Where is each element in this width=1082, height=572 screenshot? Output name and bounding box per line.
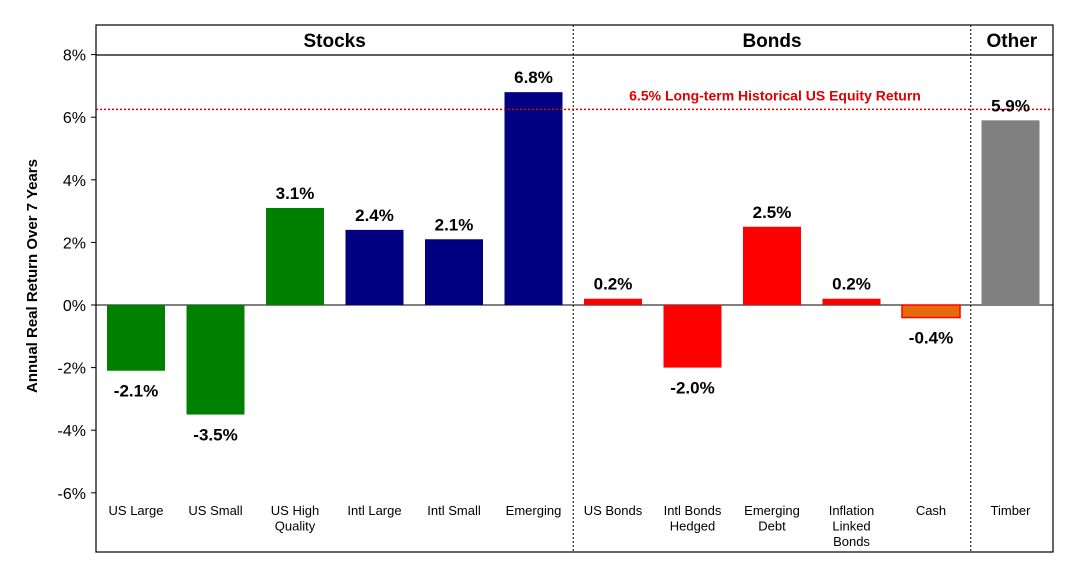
value-label: -2.0% [670,379,714,398]
x-tick-label-line: Timber [991,503,1032,518]
x-tick-label-line: Bonds [833,534,870,549]
value-label: -3.5% [193,426,237,445]
y-tick-label: 0% [63,298,86,315]
reference-line: 6.5% Long-term Historical US Equity Retu… [96,87,1053,111]
value-label: 3.1% [276,184,315,203]
x-tick-label-line: Inflation [829,503,875,518]
x-tick-label-line: Hedged [670,519,716,534]
x-tick-label-line: Cash [916,503,946,518]
value-label: 2.4% [355,206,394,225]
x-tick-label-line: US High [271,503,319,518]
y-axis-title: Annual Real Return Over 7 Years [24,159,41,393]
value-labels: -2.1% -3.5% 3.1% 2.4% 2.1% 6.8% 0.2% -2.0% 2.5% 0… [114,68,1030,444]
reference-line-label: 6.5% Long-term Historical US Equity Retu… [629,87,921,103]
y-tick-label: 8% [63,48,86,65]
group-header: Other [987,31,1038,52]
y-tick-label: 2% [63,235,86,252]
x-axis-labels: US Large US Small US High Quality Intl Large… [109,503,1032,549]
value-label: 6.8% [514,68,553,87]
bar [901,304,961,319]
value-label: 5.9% [991,96,1030,115]
value-label: 2.1% [435,215,474,234]
value-label: -2.1% [114,382,158,401]
x-tick-label: Intl Large [347,503,401,518]
x-tick-label-line: US Small [188,503,242,518]
bar [584,298,642,305]
x-tick-label-line: Emerging [506,503,562,518]
value-label: 0.2% [594,275,633,294]
y-tick-label: -4% [58,423,86,440]
x-tick-label-line: Emerging [744,503,800,518]
x-tick-label-line: Quality [275,519,316,534]
bars [107,92,1040,415]
value-label: 0.2% [832,275,871,294]
chart-frame [95,24,1054,553]
group-headers: Stocks Bonds Other [303,25,1038,552]
x-tick-label-line: Intl Bonds [664,503,722,518]
bar [107,305,165,371]
x-tick-label-line: US Large [109,503,164,518]
x-tick-label: US High Quality [271,503,319,534]
x-tick-label: US Large [109,503,164,518]
y-axis: 8% 6% 4% 2% 0% -2% -4% -6% [58,48,1053,503]
x-tick-label: Intl Small [427,503,481,518]
y-tick-label: -2% [58,361,86,378]
bar [743,226,801,305]
value-label: 2.5% [753,203,792,222]
x-tick-label: US Small [188,503,242,518]
x-tick-label-line: Linked [832,519,870,534]
x-tick-label: Timber [991,503,1032,518]
group-header: Stocks [303,31,365,52]
bar [425,239,483,305]
x-tick-label-line: Intl Large [347,503,401,518]
x-tick-label-line: Debt [758,519,786,534]
x-tick-label: Emerging [506,503,562,518]
bar [186,305,245,415]
x-tick-label-line: US Bonds [584,503,643,518]
y-tick-label: -6% [58,486,86,503]
x-tick-label: US Bonds [584,503,643,518]
bar [504,92,563,305]
bar [981,120,1040,305]
bar [345,229,404,305]
x-tick-label: Inflation Linked Bonds [829,503,875,549]
x-tick-label: Cash [916,503,946,518]
value-label: -0.4% [909,329,953,348]
y-tick-label: 4% [63,173,86,190]
bar [822,298,881,305]
x-tick-label: Emerging Debt [744,503,800,534]
x-tick-label-line: Intl Small [427,503,481,518]
x-tick-label: Intl Bonds Hedged [664,503,722,534]
group-header: Bonds [742,31,801,52]
y-tick-label: 6% [63,110,86,127]
bar [266,207,324,305]
bar [663,305,722,368]
